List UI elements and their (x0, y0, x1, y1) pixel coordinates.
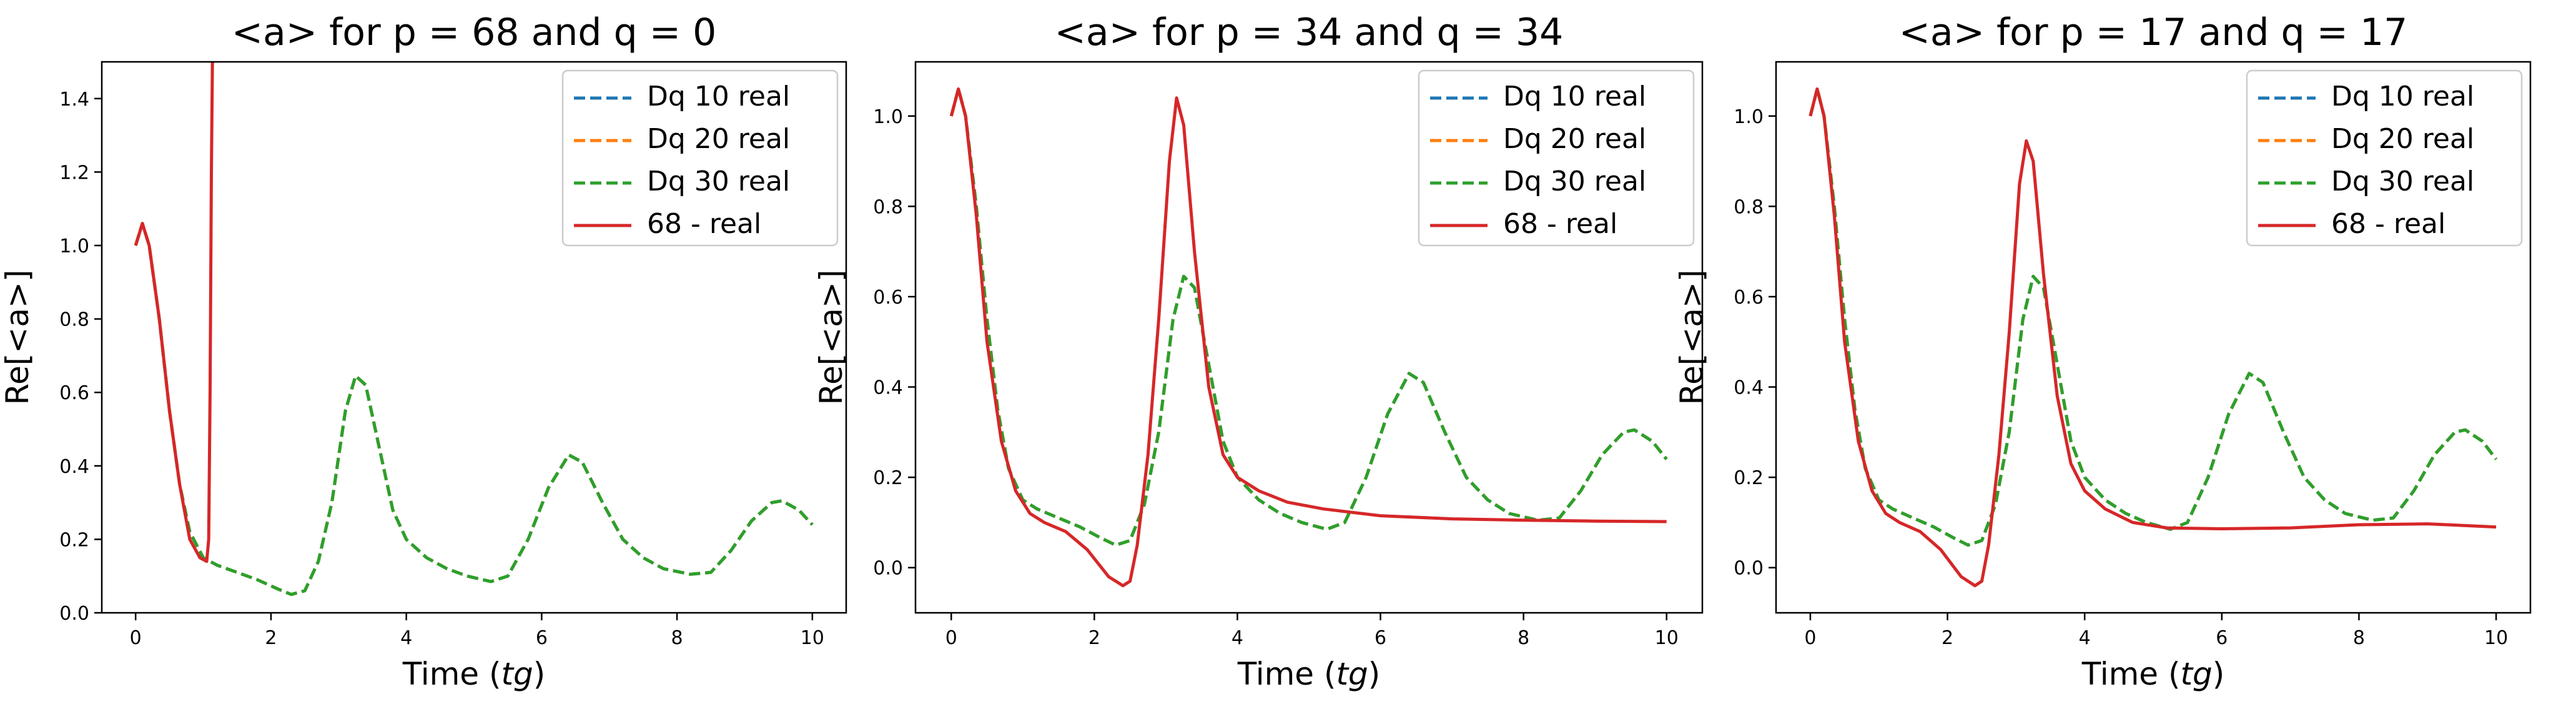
y-tick-label: 0.4 (59, 456, 89, 478)
chart-title: <a> for p = 17 and q = 17 (1899, 11, 2408, 54)
legend-entry-label: 68 - real (2331, 208, 2445, 240)
y-tick-label: 0.4 (873, 377, 903, 399)
x-tick-label: 0 (1804, 627, 1816, 649)
legend-frame (1418, 69, 1695, 247)
legend: Dq 10 real Dq 20 real Dq 30 real 68 - real (2246, 69, 2523, 247)
y-tick-label: 1.0 (59, 236, 89, 257)
legend: Dq 10 real Dq 20 real Dq 30 real 68 - real (561, 69, 839, 247)
x-axis-label: Time (tg) (1237, 656, 1381, 692)
series-group (1809, 87, 2498, 588)
x-tick-label: 6 (536, 627, 548, 649)
legend-entry-label: Dq 20 real (647, 123, 790, 155)
legend-entry-label: Dq 30 real (647, 166, 790, 197)
x-axis-label: Time (tg) (402, 656, 546, 692)
legend-entry-label: Dq 20 real (1503, 123, 1646, 155)
y-tick-label: 0.8 (59, 309, 89, 331)
series-line-68-real (134, 62, 214, 563)
x-tick-label: 2 (265, 627, 277, 649)
y-tick-label: 0.6 (59, 382, 89, 404)
legend-frame (561, 69, 839, 247)
y-tick-label: 1.4 (59, 89, 89, 111)
legend: Dq 10 real Dq 20 real Dq 30 real 68 - real (1418, 69, 1695, 247)
legend-entry-label: Dq 10 real (1503, 81, 1646, 112)
x-tick-label: 4 (2079, 627, 2091, 649)
legend-frame (2246, 69, 2523, 247)
x-tick-label: 0 (130, 627, 142, 649)
x-tick-label: 10 (1655, 627, 1679, 649)
x-tick-label: 6 (1374, 627, 1386, 649)
panels: 0 2 4 6 8 10 0.0 0.2 0.4 0.6 0.8 1.0 1.2 1.4 <a> for p… (0, 11, 2532, 692)
y-tick-label: 0.2 (873, 467, 903, 489)
legend-entry-label: Dq 10 real (2331, 81, 2474, 112)
x-tick-label: 6 (2216, 627, 2228, 649)
y-axis-label: Re[<a>] (1674, 270, 1710, 405)
legend-entry-label: Dq 20 real (2331, 123, 2474, 155)
chart-panel-1: 0 2 4 6 8 10 0.0 0.2 0.4 0.6 0.8 1.0 1.2 1.4 <a> for p… (0, 11, 847, 692)
series-line-68-real (949, 87, 1667, 588)
series-group (134, 62, 814, 597)
legend-entry-label: 68 - real (647, 208, 761, 240)
y-tick-label: 1.0 (1734, 106, 1764, 128)
series-line-dq-30-real (134, 222, 814, 597)
y-tick-label: 0.2 (59, 529, 89, 551)
y-tick-label: 0.2 (1734, 467, 1764, 489)
x-tick-label: 8 (2353, 627, 2365, 649)
y-tick-label: 0.6 (1734, 287, 1764, 309)
series-group (949, 87, 1668, 588)
legend-entry-label: Dq 30 real (1503, 166, 1646, 197)
y-tick-label: 1.0 (873, 106, 903, 128)
y-tick-label: 0.6 (873, 287, 903, 309)
chart-panel-3: 0 2 4 6 8 10 0.0 0.2 0.4 0.6 0.8 1.0 <a> for p = 17 … (1674, 11, 2532, 692)
y-tick-label: 1.2 (59, 162, 89, 184)
y-axis-label: Re[<a>] (813, 270, 849, 405)
x-tick-label: 2 (1088, 627, 1100, 649)
y-tick-label: 0.8 (873, 196, 903, 218)
axes-frame (1775, 61, 2532, 614)
y-tick-label: 0.4 (1734, 377, 1764, 399)
axes-frame (914, 61, 1704, 614)
legend-entry-label: Dq 30 real (2331, 166, 2474, 197)
x-tick-label: 8 (1517, 627, 1529, 649)
x-axis-label: Time (tg) (2081, 656, 2225, 692)
chart-title: <a> for p = 34 and q = 34 (1055, 11, 1564, 54)
x-tick-label: 4 (1231, 627, 1243, 649)
y-tick-label: 0.0 (1734, 558, 1764, 580)
y-tick-label: 0.0 (59, 603, 89, 625)
x-tick-label: 2 (1942, 627, 1953, 649)
x-tick-label: 10 (801, 627, 824, 649)
y-tick-label: 0.0 (873, 558, 903, 580)
series-line-68-real (1809, 87, 2497, 588)
x-tick-label: 10 (2484, 627, 2508, 649)
chart-panel-2: 0 2 4 6 8 10 0.0 0.2 0.4 0.6 0.8 1.0 <a> for p = 34 … (813, 11, 1704, 692)
y-axis-label: Re[<a>] (0, 270, 36, 405)
axes-frame (101, 61, 847, 614)
legend-entry-label: Dq 10 real (647, 81, 790, 112)
legend-entry-label: 68 - real (1503, 208, 1617, 240)
x-tick-label: 0 (945, 627, 957, 649)
x-tick-label: 8 (671, 627, 683, 649)
y-tick-label: 0.8 (1734, 196, 1764, 218)
x-tick-label: 4 (400, 627, 412, 649)
chart-title: <a> for p = 68 and q = 0 (232, 11, 717, 54)
